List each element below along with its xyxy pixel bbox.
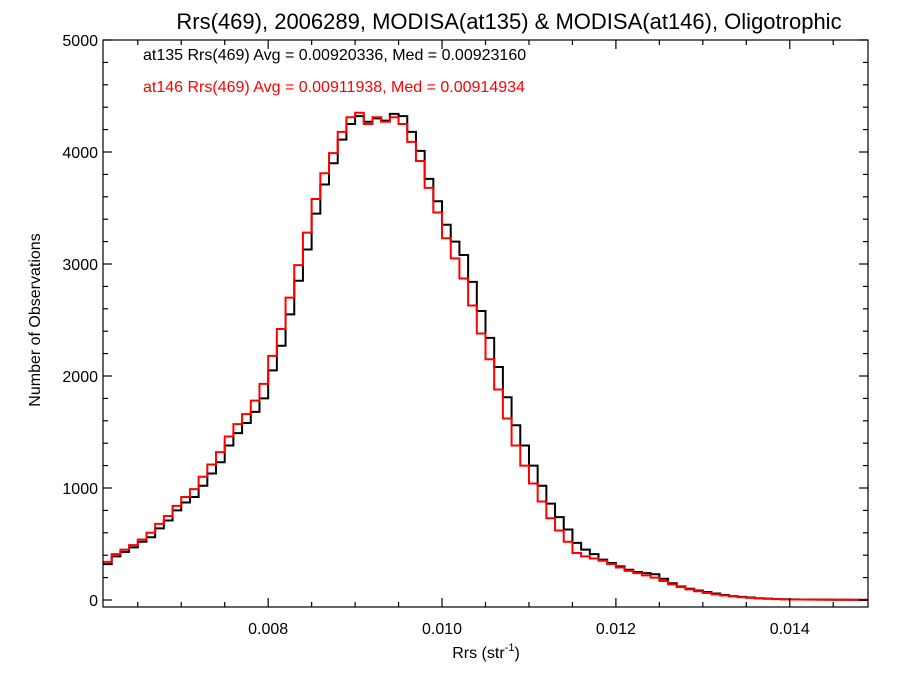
series-layer [103,111,868,601]
x-tick-label: 0.010 [422,621,462,638]
annotation-at146: at146 Rrs(469) Avg = 0.00911938, Med = 0… [143,79,525,96]
y-tick-label: 0 [89,593,98,610]
annotation-at135: at135 Rrs(469) Avg = 0.00920336, Med = 0… [143,47,526,64]
y-axis-label: Number of Observations [27,233,44,406]
y-tick-label: 2000 [62,369,98,386]
y-tick-label: 3000 [62,257,98,274]
x-axis-label-close: ) [514,645,519,662]
x-tick-label: 0.012 [596,621,636,638]
x-axis-label: Rrs (str-1) [452,642,520,662]
x-tick-label: 0.008 [248,621,288,638]
x-tick-label: 0.014 [770,621,810,638]
y-tick-label: 4000 [62,145,98,162]
y-tick-label: 5000 [62,33,98,50]
x-axis-label-sup: -1 [505,642,515,654]
chart-title: Rrs(469), 2006289, MODISA(at135) & MODIS… [176,9,841,34]
plot-frame [102,39,869,608]
ticks-layer: 0.008 0.010 0.012 0.014 0 1000 2000 3000 4000 500… [62,33,868,638]
y-tick-label: 1000 [62,481,98,498]
series-line-1 [103,111,868,601]
x-axis-label-main: Rrs (str [452,645,505,662]
